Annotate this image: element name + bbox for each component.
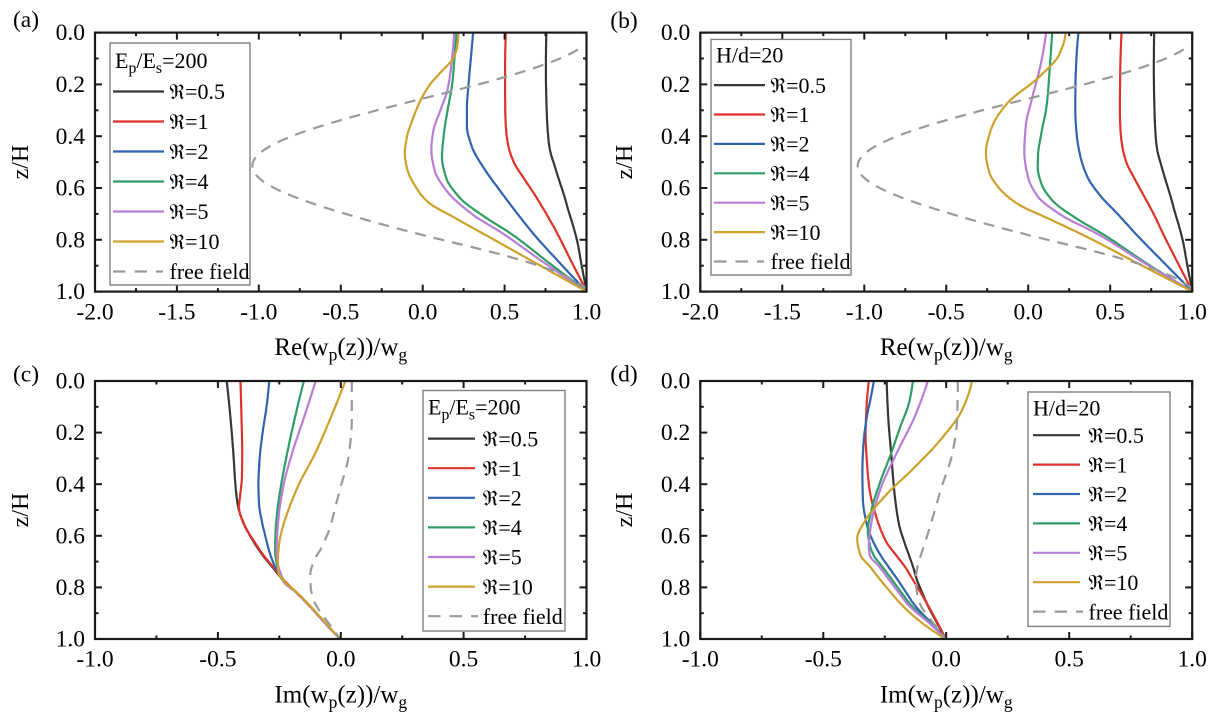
svg-text:Re(wp(z))/wg: Re(wp(z))/wg	[274, 334, 407, 365]
svg-text:-0.5: -0.5	[928, 299, 965, 325]
svg-text:=2: =2	[786, 132, 809, 157]
svg-text:0.4: 0.4	[56, 472, 86, 498]
svg-text:1.0: 1.0	[1178, 647, 1207, 673]
svg-text:1.0: 1.0	[572, 647, 601, 673]
svg-text:=4: =4	[1104, 511, 1127, 536]
svg-text:-1.0: -1.0	[240, 299, 277, 325]
svg-text:1.0: 1.0	[661, 627, 690, 653]
svg-text:=4: =4	[185, 169, 208, 194]
svg-text:0.0: 0.0	[56, 20, 85, 46]
svg-text:0.8: 0.8	[56, 227, 85, 253]
svg-text:0.0: 0.0	[1014, 299, 1043, 325]
svg-text:=2: =2	[498, 486, 521, 511]
svg-text:=4: =4	[786, 161, 809, 186]
svg-text:0.6: 0.6	[56, 523, 86, 549]
svg-text:=1: =1	[185, 109, 208, 134]
svg-text:0.0: 0.0	[661, 20, 690, 46]
svg-text:Im(wp(z))/wg: Im(wp(z))/wg	[274, 682, 407, 713]
svg-text:=5: =5	[786, 190, 809, 215]
svg-text:=10: =10	[185, 229, 219, 254]
svg-text:(c): (c)	[13, 362, 39, 388]
svg-text:=2: =2	[1104, 482, 1127, 507]
svg-text:-1.0: -1.0	[682, 647, 719, 673]
svg-text:=0.5: =0.5	[1104, 423, 1144, 448]
svg-text:=0.5: =0.5	[185, 79, 225, 104]
svg-text:=1: =1	[1104, 452, 1127, 477]
svg-text:H/d=20: H/d=20	[1033, 395, 1100, 420]
svg-text:0.5: 0.5	[1055, 647, 1084, 673]
svg-text:(b): (b)	[610, 8, 637, 34]
svg-text:=2: =2	[185, 139, 208, 164]
svg-text:0.4: 0.4	[661, 472, 691, 498]
svg-text:free field: free field	[771, 249, 851, 274]
svg-text:0.4: 0.4	[661, 124, 691, 150]
svg-text:Im(wp(z))/wg: Im(wp(z))/wg	[880, 682, 1013, 713]
svg-text:=0.5: =0.5	[498, 426, 538, 451]
svg-text:=10: =10	[1104, 570, 1138, 595]
svg-text:-2.0: -2.0	[76, 299, 113, 325]
svg-text:-1.5: -1.5	[158, 299, 195, 325]
svg-text:=1: =1	[786, 102, 809, 127]
svg-text:0.6: 0.6	[56, 176, 86, 202]
svg-text:0.5: 0.5	[449, 647, 478, 673]
svg-text:(a): (a)	[13, 7, 39, 33]
svg-text:-0.5: -0.5	[199, 647, 236, 673]
svg-text:0.6: 0.6	[661, 523, 691, 549]
svg-text:-0.5: -0.5	[805, 647, 842, 673]
svg-text:1.0: 1.0	[661, 279, 690, 305]
svg-text:0.2: 0.2	[661, 72, 690, 98]
svg-text:z/H: z/H	[8, 493, 34, 528]
svg-text:0.8: 0.8	[661, 575, 690, 601]
svg-text:=1: =1	[498, 456, 521, 481]
svg-text:0.2: 0.2	[56, 420, 85, 446]
svg-text:=5: =5	[1104, 541, 1127, 566]
svg-text:1.0: 1.0	[56, 627, 85, 653]
svg-text:0.2: 0.2	[661, 420, 690, 446]
svg-text:free field: free field	[170, 259, 250, 284]
svg-text:=10: =10	[786, 220, 820, 245]
svg-text:(d): (d)	[610, 362, 637, 388]
svg-text:0.0: 0.0	[932, 647, 961, 673]
svg-text:0.8: 0.8	[661, 227, 690, 253]
svg-text:z/H: z/H	[612, 145, 638, 180]
svg-text:free field: free field	[483, 604, 563, 629]
svg-text:Re(wp(z))/wg: Re(wp(z))/wg	[880, 334, 1013, 365]
svg-text:0.4: 0.4	[56, 124, 86, 150]
svg-text:-2.0: -2.0	[682, 299, 719, 325]
svg-text:=5: =5	[498, 545, 521, 570]
svg-text:0.0: 0.0	[326, 647, 355, 673]
svg-text:1.0: 1.0	[56, 279, 85, 305]
svg-text:z/H: z/H	[8, 145, 34, 180]
svg-text:z/H: z/H	[612, 493, 638, 528]
svg-text:-1.5: -1.5	[764, 299, 801, 325]
svg-text:0.0: 0.0	[661, 369, 690, 395]
svg-text:=4: =4	[498, 515, 521, 540]
svg-text:0.0: 0.0	[408, 299, 437, 325]
svg-text:0.2: 0.2	[56, 72, 85, 98]
svg-text:0.6: 0.6	[661, 176, 691, 202]
svg-text:-1.0: -1.0	[846, 299, 883, 325]
svg-text:0.5: 0.5	[1096, 299, 1125, 325]
svg-text:free field: free field	[1088, 599, 1168, 624]
svg-text:H/d=20: H/d=20	[716, 42, 783, 67]
svg-text:-0.5: -0.5	[322, 299, 359, 325]
svg-text:0.5: 0.5	[490, 299, 519, 325]
svg-text:0.8: 0.8	[56, 575, 85, 601]
svg-text:0.0: 0.0	[56, 369, 85, 395]
svg-text:1.0: 1.0	[572, 299, 601, 325]
svg-text:1.0: 1.0	[1178, 299, 1207, 325]
svg-text:=5: =5	[185, 199, 208, 224]
svg-text:-1.0: -1.0	[76, 647, 113, 673]
svg-text:=10: =10	[498, 574, 532, 599]
svg-text:=0.5: =0.5	[786, 73, 826, 98]
